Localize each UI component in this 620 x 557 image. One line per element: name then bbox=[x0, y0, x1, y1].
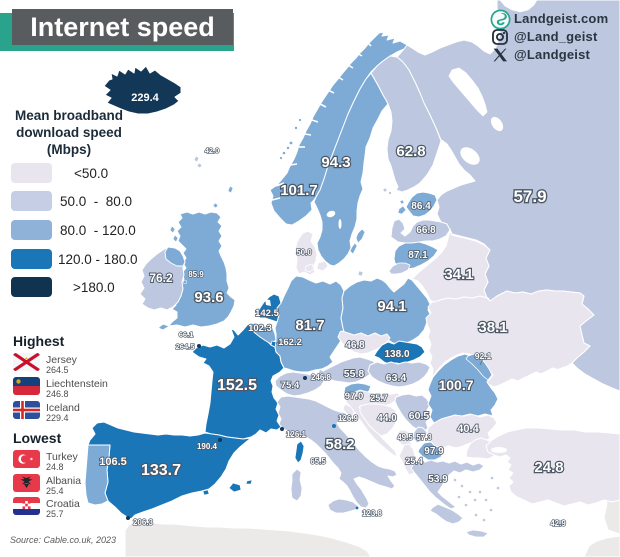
svg-text:92.1: 92.1 bbox=[475, 351, 492, 361]
svg-text:49.5: 49.5 bbox=[397, 433, 413, 442]
svg-text:87.1: 87.1 bbox=[408, 250, 428, 261]
svg-text:126.1: 126.1 bbox=[286, 430, 307, 439]
svg-text:85.9: 85.9 bbox=[188, 270, 204, 279]
svg-text:246.8: 246.8 bbox=[311, 373, 332, 382]
svg-text:40.4: 40.4 bbox=[457, 423, 479, 435]
svg-text:58.2: 58.2 bbox=[325, 436, 354, 453]
svg-text:81.7: 81.7 bbox=[295, 317, 324, 334]
svg-text:106.5: 106.5 bbox=[99, 456, 127, 468]
svg-text:190.4: 190.4 bbox=[197, 442, 218, 451]
svg-text:42.9: 42.9 bbox=[550, 519, 566, 528]
svg-text:75.4: 75.4 bbox=[281, 380, 300, 391]
svg-text:133.7: 133.7 bbox=[141, 462, 181, 479]
svg-text:94.3: 94.3 bbox=[321, 154, 350, 171]
svg-text:101.7: 101.7 bbox=[280, 182, 318, 199]
svg-text:24.8: 24.8 bbox=[534, 459, 563, 476]
svg-text:53.9: 53.9 bbox=[428, 474, 448, 485]
svg-text:97.9: 97.9 bbox=[424, 446, 444, 457]
svg-text:97.0: 97.0 bbox=[345, 391, 364, 402]
svg-text:138.0: 138.0 bbox=[384, 349, 409, 360]
svg-text:93.6: 93.6 bbox=[194, 289, 223, 306]
svg-text:34.1: 34.1 bbox=[444, 266, 473, 283]
svg-text:66.1: 66.1 bbox=[179, 330, 194, 339]
svg-text:44.0: 44.0 bbox=[377, 413, 397, 424]
svg-text:42.0: 42.0 bbox=[205, 146, 220, 155]
svg-text:102.3: 102.3 bbox=[248, 323, 272, 334]
svg-text:50.0: 50.0 bbox=[296, 248, 312, 257]
svg-text:264.5: 264.5 bbox=[176, 342, 195, 351]
svg-text:55.8: 55.8 bbox=[344, 368, 365, 380]
svg-text:126.9: 126.9 bbox=[338, 414, 359, 423]
svg-text:86.4: 86.4 bbox=[411, 201, 431, 212]
svg-text:94.1: 94.1 bbox=[377, 298, 406, 315]
svg-text:57.9: 57.9 bbox=[513, 187, 546, 206]
svg-text:76.2: 76.2 bbox=[149, 271, 173, 285]
svg-text:123.8: 123.8 bbox=[362, 509, 383, 518]
svg-text:206.3: 206.3 bbox=[133, 518, 154, 527]
svg-text:162.2: 162.2 bbox=[278, 337, 302, 348]
svg-text:66.8: 66.8 bbox=[416, 225, 436, 236]
svg-text:142.5: 142.5 bbox=[255, 308, 279, 319]
svg-text:62.8: 62.8 bbox=[396, 143, 425, 160]
svg-text:152.5: 152.5 bbox=[217, 377, 257, 394]
svg-text:25.4: 25.4 bbox=[405, 456, 423, 466]
svg-text:25.7: 25.7 bbox=[370, 393, 388, 403]
svg-text:60.5: 60.5 bbox=[409, 410, 430, 422]
svg-text:46.8: 46.8 bbox=[345, 340, 365, 351]
svg-text:63.4: 63.4 bbox=[386, 372, 407, 384]
svg-text:38.1: 38.1 bbox=[478, 319, 507, 336]
svg-text:229.4: 229.4 bbox=[131, 92, 159, 104]
svg-text:65.5: 65.5 bbox=[310, 457, 326, 466]
svg-text:100.7: 100.7 bbox=[438, 377, 473, 393]
svg-text:57.3: 57.3 bbox=[416, 433, 432, 442]
